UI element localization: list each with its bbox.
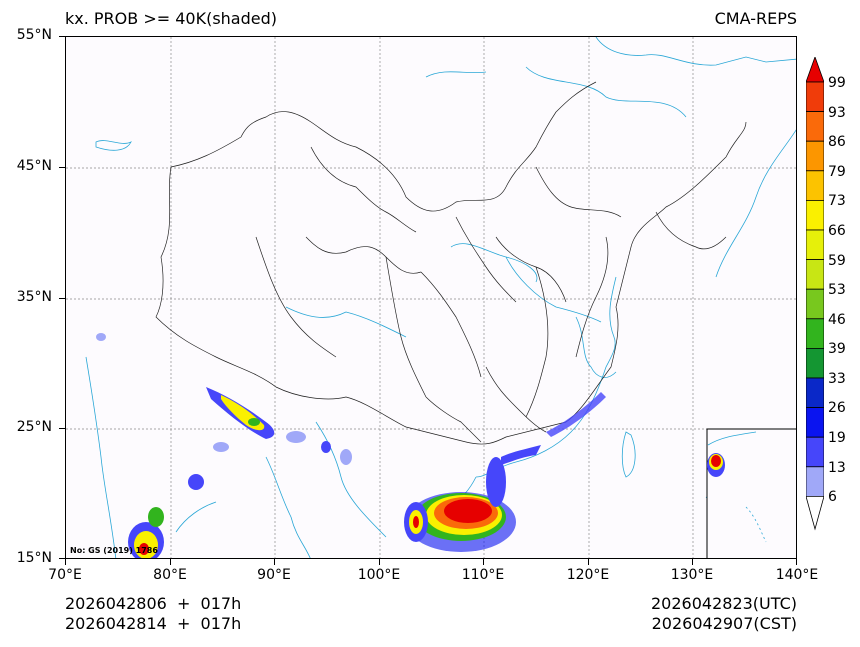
colorbar-label: 26 xyxy=(828,400,846,416)
x-label-80e: 80°E xyxy=(153,567,187,583)
map-plot-area: No: GS (2019) 1786 xyxy=(65,36,797,559)
graticule xyxy=(66,37,796,558)
y-tick xyxy=(59,36,65,37)
x-label-90e: 90°E xyxy=(257,567,291,583)
x-tick xyxy=(483,559,484,565)
colorbar-under-triangle xyxy=(805,495,825,531)
y-tick xyxy=(59,298,65,299)
valid-time-cst: 2026042907(CST) xyxy=(651,614,797,633)
colorbar-label: 53 xyxy=(828,282,846,298)
colorbar-segments xyxy=(805,81,825,497)
colorbar-label: 46 xyxy=(828,312,846,328)
y-label-25n: 25°N xyxy=(16,419,52,435)
colorbar-label: 93 xyxy=(828,105,846,121)
x-label-70e: 70°E xyxy=(48,567,82,583)
init-time-cst: 2026042814 + 017h xyxy=(65,614,242,633)
y-label-15n: 15°N xyxy=(16,550,52,566)
x-tick xyxy=(692,559,693,565)
probability-shading xyxy=(96,333,606,558)
y-label-35n: 35°N xyxy=(16,289,52,305)
colorbar-label: 59 xyxy=(828,253,846,269)
map-canvas xyxy=(66,37,796,558)
x-label-100e: 100°E xyxy=(357,567,401,583)
colorbar-label: 66 xyxy=(828,223,846,239)
valid-time-block: 2026042823(UTC) 2026042907(CST) xyxy=(651,594,797,634)
colorbar xyxy=(805,55,825,536)
colorbar-label: 99 xyxy=(828,75,846,91)
x-label-110e: 110°E xyxy=(461,567,505,583)
init-time-utc: 2026042806 + 017h xyxy=(65,594,242,613)
x-tick xyxy=(379,559,380,565)
model-name: CMA-REPS xyxy=(714,9,797,28)
colorbar-label: 13 xyxy=(828,460,846,476)
colorbar-label: 19 xyxy=(828,430,846,446)
y-tick xyxy=(59,428,65,429)
colorbar-label: 79 xyxy=(828,164,846,180)
x-label-140e: 140°E xyxy=(775,567,819,583)
x-tick xyxy=(170,559,171,565)
x-tick xyxy=(796,559,797,565)
x-label-130e: 130°E xyxy=(670,567,714,583)
x-tick xyxy=(588,559,589,565)
colorbar-over-triangle xyxy=(805,55,825,83)
map-license-number: No: GS (2019) 1786 xyxy=(70,546,158,555)
colorbar-label: 86 xyxy=(828,134,846,150)
y-label-45n: 45°N xyxy=(16,158,52,174)
y-tick xyxy=(59,167,65,168)
south-china-sea-inset xyxy=(706,428,796,558)
colorbar-svg xyxy=(805,55,825,531)
x-tick xyxy=(274,559,275,565)
admin-borders xyxy=(155,81,747,445)
colorbar-label: 39 xyxy=(828,341,846,357)
colorbar-label: 73 xyxy=(828,193,846,209)
chart-title: kx. PROB >= 40K(shaded) xyxy=(65,9,277,28)
x-tick xyxy=(65,559,66,565)
y-label-55n: 55°N xyxy=(16,27,52,43)
x-label-120e: 120°E xyxy=(566,567,610,583)
valid-time-utc: 2026042823(UTC) xyxy=(651,594,797,613)
y-tick xyxy=(59,558,65,559)
colorbar-label: 33 xyxy=(828,371,846,387)
colorbar-label: 6 xyxy=(828,489,837,505)
init-time-block: 2026042806 + 017h 2026042814 + 017h xyxy=(65,594,241,634)
